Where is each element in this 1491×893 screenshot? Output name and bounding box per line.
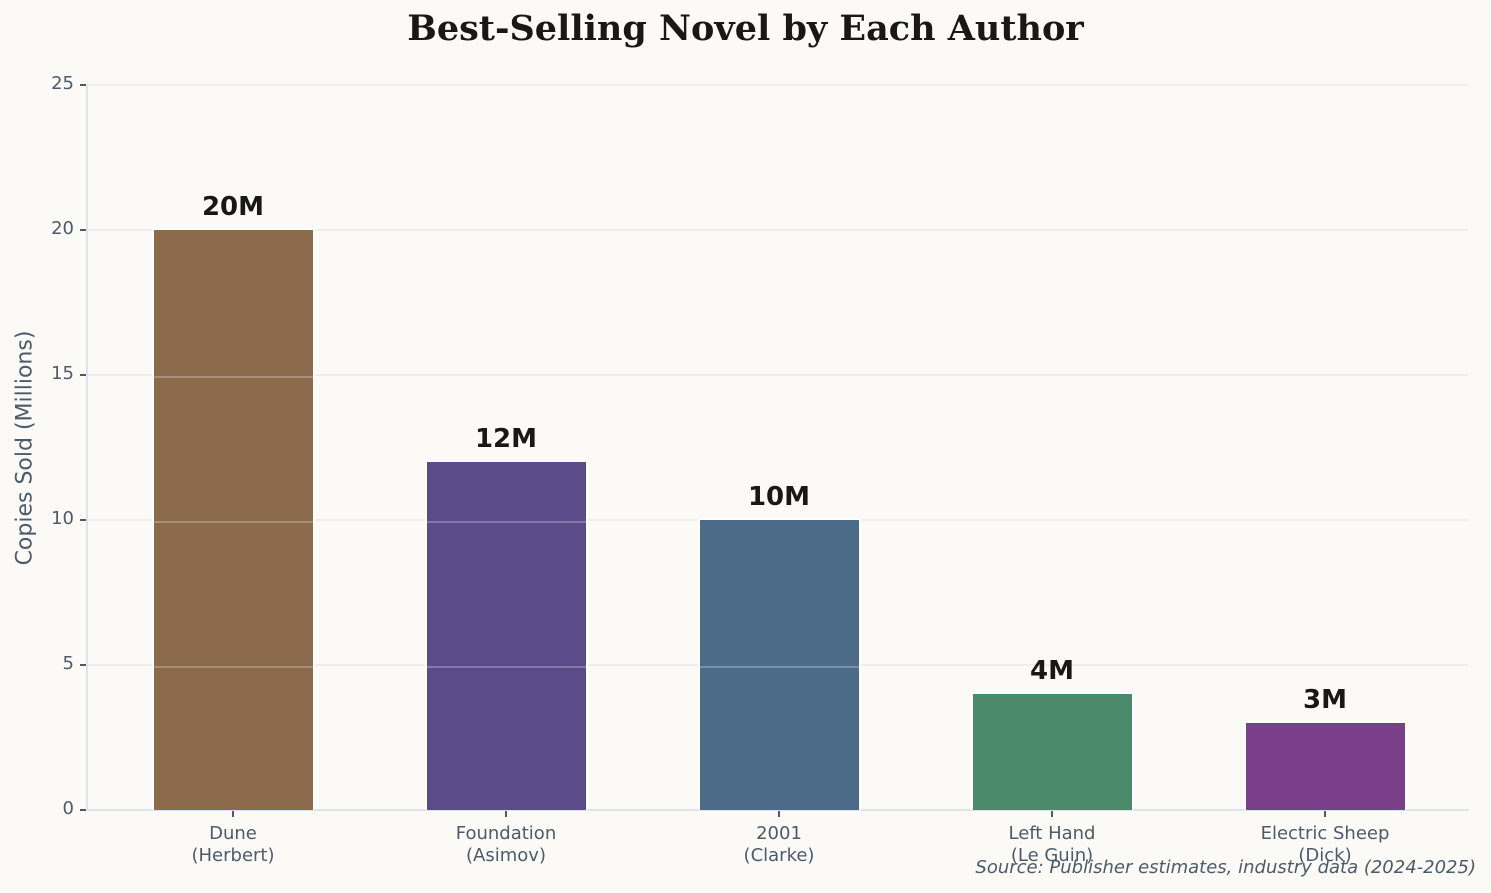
bar-value-label: 12M bbox=[474, 424, 538, 454]
gridline-overlay bbox=[153, 521, 313, 523]
y-tick-mark bbox=[80, 84, 86, 86]
y-tick-label: 5 bbox=[62, 653, 74, 674]
bar bbox=[1243, 721, 1407, 810]
gridline-overlay bbox=[699, 666, 859, 668]
gridline-overlay bbox=[153, 666, 313, 668]
bar bbox=[697, 518, 861, 810]
y-tick-mark bbox=[80, 374, 86, 376]
bar-value-label: 4M bbox=[1030, 656, 1074, 686]
bar-value-label: 3M bbox=[1303, 685, 1347, 715]
x-tick-label: Foundation (Asimov) bbox=[455, 823, 557, 866]
x-tick-mark bbox=[232, 811, 234, 817]
gridline bbox=[87, 84, 1468, 86]
y-tick-mark bbox=[80, 519, 86, 521]
gridline bbox=[87, 229, 1468, 231]
source-note: Source: Publisher estimates, industry da… bbox=[975, 857, 1476, 878]
x-axis-line bbox=[86, 809, 1469, 811]
y-tick-mark bbox=[80, 809, 86, 811]
y-tick-label: 15 bbox=[51, 363, 74, 384]
y-tick-mark bbox=[80, 229, 86, 231]
y-axis-title: Copies Sold (Millions) bbox=[12, 330, 38, 566]
chart-title: Best-Selling Novel by Each Author bbox=[407, 8, 1084, 49]
x-tick-mark bbox=[505, 811, 507, 817]
x-tick-mark bbox=[778, 811, 780, 817]
gridline bbox=[87, 374, 1468, 376]
y-axis-line bbox=[86, 85, 88, 811]
bar bbox=[151, 228, 315, 810]
gridline-overlay bbox=[153, 376, 313, 378]
x-tick-label: 2001 (Clarke) bbox=[743, 823, 815, 866]
x-tick-mark bbox=[1324, 811, 1326, 817]
bar bbox=[970, 692, 1134, 810]
y-tick-label: 0 bbox=[62, 798, 74, 819]
y-tick-label: 20 bbox=[51, 218, 74, 239]
x-tick-mark bbox=[1051, 811, 1053, 817]
bar-value-label: 10M bbox=[747, 482, 811, 512]
gridline-overlay bbox=[426, 666, 586, 668]
x-tick-label: Dune (Herbert) bbox=[191, 823, 275, 866]
gridline-overlay bbox=[426, 521, 586, 523]
y-tick-label: 25 bbox=[51, 73, 74, 94]
bar-value-label: 20M bbox=[201, 192, 265, 222]
bar bbox=[424, 460, 588, 810]
y-tick-label: 10 bbox=[51, 508, 74, 529]
y-tick-mark bbox=[80, 664, 86, 666]
x-tick-label: Left Hand (Le Guin) bbox=[1008, 823, 1096, 866]
x-tick-label: Electric Sheep (Dick) bbox=[1260, 823, 1390, 866]
